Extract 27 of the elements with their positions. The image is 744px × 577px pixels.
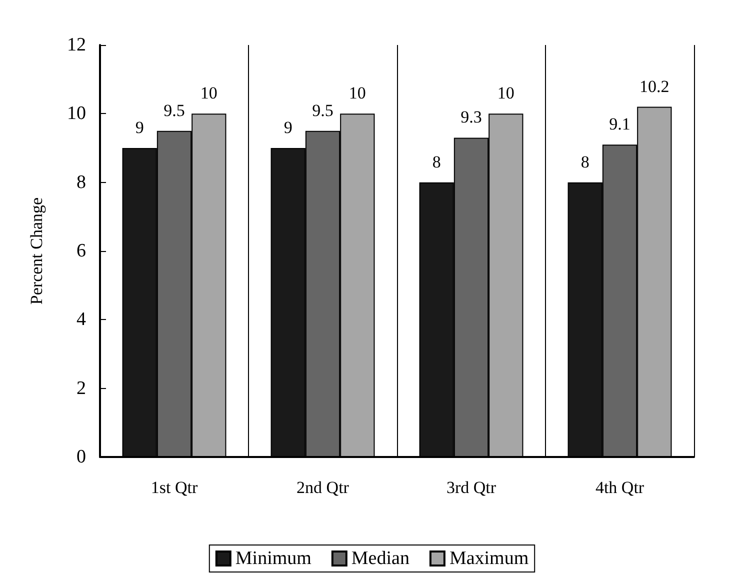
- y-axis-title: Percent Change: [27, 197, 46, 305]
- x-tick-label: 2nd Qtr: [296, 478, 350, 497]
- data-label: 10: [200, 84, 218, 103]
- data-label: 8: [580, 152, 590, 172]
- x-tick-label: 3rd Qtr: [446, 478, 496, 497]
- y-tick-label: 4: [76, 309, 86, 330]
- data-label: 10: [497, 84, 514, 103]
- x-tick-label: 4th Qtr: [595, 478, 644, 497]
- legend-label: Maximum: [449, 548, 529, 569]
- data-label: 9: [135, 118, 144, 137]
- x-tick-label: 1st Qtr: [150, 478, 198, 497]
- data-label: 10: [348, 84, 366, 103]
- data-label: 8: [432, 152, 441, 172]
- y-tick-label: 2: [76, 378, 86, 399]
- legend-label: Median: [351, 548, 410, 569]
- y-tick-label: 10: [67, 103, 86, 124]
- data-label: 9.3: [460, 108, 482, 127]
- y-tick-label: 8: [76, 172, 86, 193]
- data-label: 9.1: [609, 114, 630, 134]
- y-tick-label: 12: [67, 34, 86, 56]
- y-tick-label: 6: [76, 240, 86, 262]
- data-label: 9.5: [312, 100, 334, 120]
- data-label: 10.2: [640, 76, 670, 96]
- legend-label: Minimum: [235, 548, 312, 569]
- y-tick-label: 0: [76, 446, 86, 468]
- data-label: 9.5: [164, 100, 185, 120]
- data-label: 9: [284, 118, 292, 137]
